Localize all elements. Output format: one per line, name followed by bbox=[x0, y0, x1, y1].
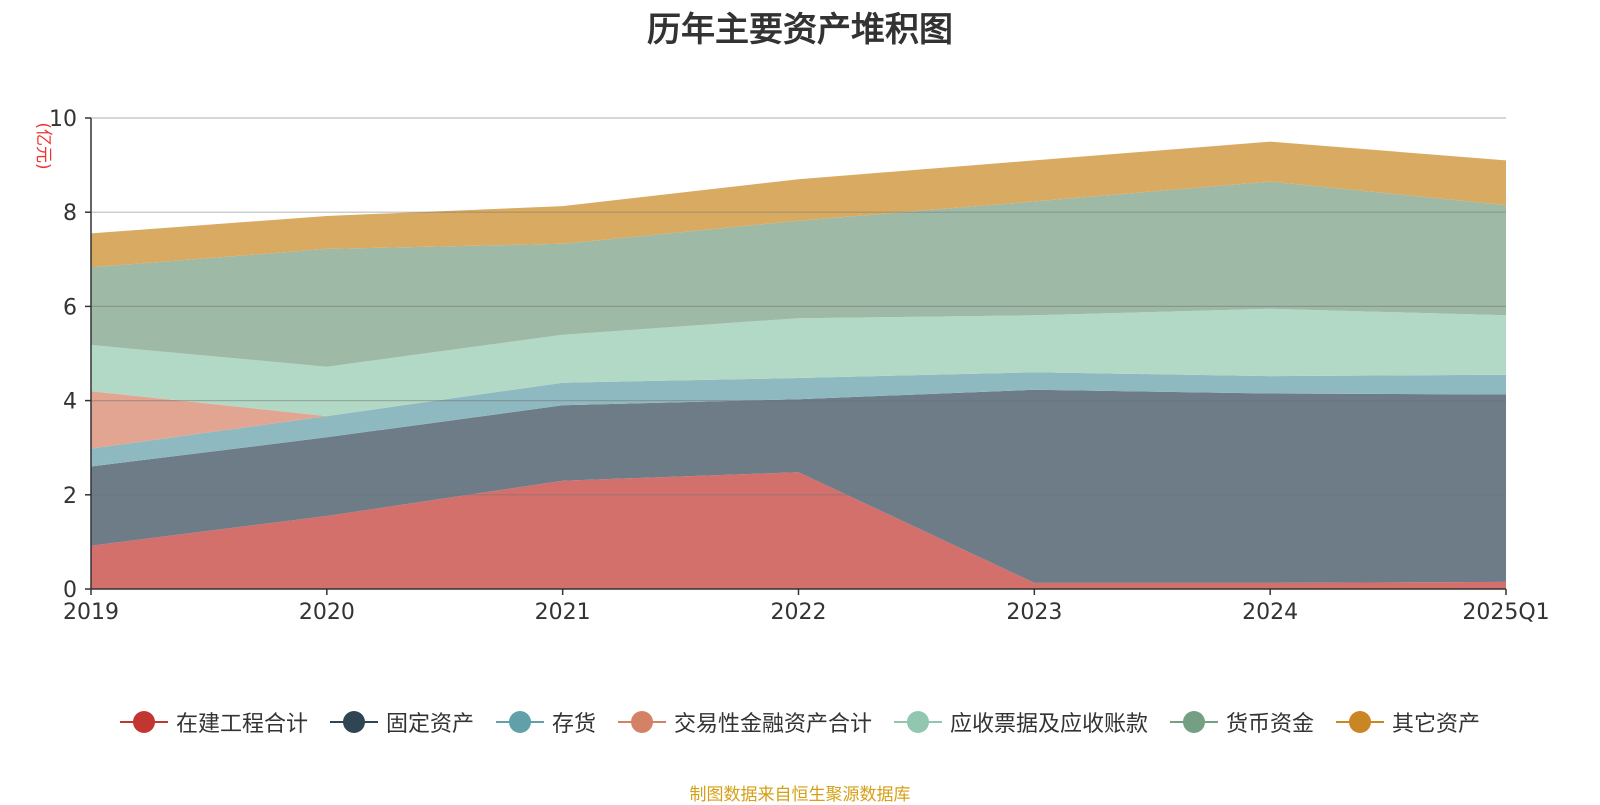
legend-marker-icon bbox=[119, 710, 168, 734]
legend-label: 货币资金 bbox=[1226, 712, 1315, 737]
area-series-4 bbox=[91, 308, 1506, 417]
legend-marker-icon bbox=[1336, 710, 1385, 734]
legend-item-2[interactable]: 存货 bbox=[495, 706, 596, 738]
x-tick-label: 2023 bbox=[1006, 600, 1062, 625]
legend-marker-icon bbox=[894, 710, 942, 734]
legend-item-6[interactable]: 其它资产 bbox=[1336, 706, 1480, 738]
legend-label: 固定资产 bbox=[385, 712, 474, 737]
legend-label: 其它资产 bbox=[1392, 712, 1481, 737]
area-series-2 bbox=[91, 372, 1506, 467]
legend-label: 交易性金融资产合计 bbox=[673, 712, 872, 737]
legend-item-0[interactable]: 在建工程合计 bbox=[119, 706, 308, 738]
legend-marker-icon bbox=[617, 710, 666, 734]
area-series-1 bbox=[91, 389, 1506, 583]
legend-marker-icon bbox=[329, 710, 378, 734]
data-source-note: 制图数据来自恒生聚源数据库 bbox=[689, 785, 911, 805]
y-tick-label: 2 bbox=[63, 484, 77, 509]
y-tick-label: 0 bbox=[63, 578, 77, 603]
x-tick-label: 2024 bbox=[1242, 600, 1298, 625]
legend-item-4[interactable]: 应收票据及应收账款 bbox=[894, 706, 1148, 738]
x-tick-label: 2025Q1 bbox=[1462, 600, 1549, 625]
x-tick-label: 2020 bbox=[299, 600, 355, 625]
legend-label: 应收票据及应收账款 bbox=[950, 712, 1149, 737]
chart-legend: 在建工程合计 固定资产 存货 交易性金融资产合计 应收票据及应收账款 货币资金 其它资产 bbox=[0, 706, 1600, 738]
stacked-area-chart: 0 2 4 6 8 10 2019 2020 2021 2022 2023 2024 2025Q1 (亿元… bbox=[33, 107, 1550, 625]
legend-label: 在建工程合计 bbox=[175, 712, 308, 737]
area-series-6 bbox=[91, 141, 1506, 268]
y-tick-label: 6 bbox=[63, 295, 77, 320]
x-tick-label: 2022 bbox=[771, 600, 827, 625]
y-tick-label: 10 bbox=[49, 107, 77, 132]
legend-label: 存货 bbox=[551, 712, 596, 737]
area-series-0 bbox=[91, 472, 1506, 589]
legend-item-1[interactable]: 固定资产 bbox=[329, 706, 474, 738]
y-axis-unit-label: (亿元) bbox=[33, 122, 53, 169]
y-tick-label: 4 bbox=[63, 390, 77, 415]
legend-item-3[interactable]: 交易性金融资产合计 bbox=[617, 706, 872, 738]
legend-marker-icon bbox=[495, 710, 544, 734]
legend-marker-icon bbox=[1170, 710, 1219, 734]
chart-title: 历年主要资产堆积图 bbox=[647, 10, 953, 50]
area-series-5 bbox=[91, 181, 1506, 367]
x-tick-label: 2021 bbox=[535, 600, 591, 625]
y-tick-label: 8 bbox=[63, 201, 77, 226]
x-tick-label: 2019 bbox=[63, 600, 119, 625]
legend-item-5[interactable]: 货币资金 bbox=[1170, 706, 1314, 738]
